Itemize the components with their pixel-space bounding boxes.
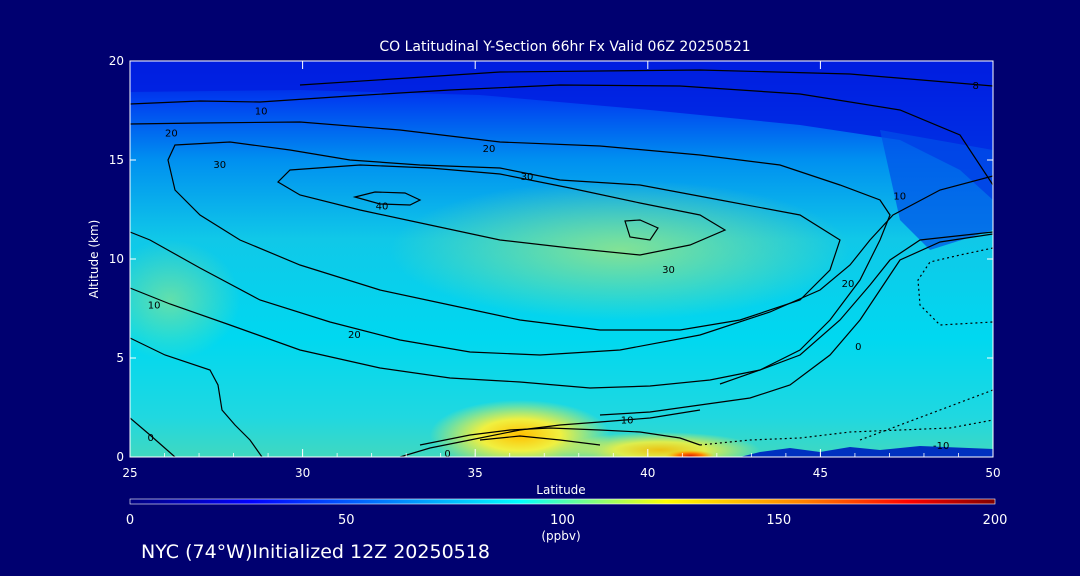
contour-label: 0 (148, 433, 154, 444)
contour-label: 8 (973, 81, 979, 92)
y-axis: 0 5 10 15 20 (109, 54, 993, 464)
contour-40 (352, 191, 422, 206)
contour-label: 10 (255, 107, 268, 118)
low-co-region-right (880, 130, 993, 250)
colorbar-ramp (129, 498, 996, 505)
contour-label: 40 (376, 202, 389, 213)
y-tick-label: 5 (116, 351, 124, 365)
colorbar: 0 50 100 150 200 (ppbv) (126, 498, 1008, 543)
contour-label: 20 (842, 279, 855, 290)
contour-0-mid (399, 409, 701, 457)
contour-0-left (130, 337, 263, 457)
contour-0-lower-left (130, 417, 176, 457)
surface-peak-co (665, 450, 715, 457)
contour-label: 20 (165, 128, 178, 139)
y-tick-label: 0 (116, 450, 124, 464)
colorbar-unit-label: (ppbv) (541, 529, 580, 543)
contour-neg-lower-dotted (859, 389, 993, 441)
contour-label: 30 (662, 265, 675, 276)
contour-label: -10 (933, 441, 949, 452)
x-tick-label: 25 (122, 466, 137, 480)
contour-labels: 10 20 20 30 30 40 30 20 10 20 0 10 0 0 -10 8 10 (148, 81, 979, 460)
y-tick-label: 20 (109, 54, 124, 68)
x-axis-label: Latitude (536, 483, 585, 497)
y-tick-label: 15 (109, 153, 124, 167)
contour-10-lower (130, 231, 993, 389)
contour-10-surface (599, 233, 993, 416)
x-tick-label: 35 (468, 466, 483, 480)
contour-neg10-dotted (699, 419, 993, 446)
contour-surface-bump (479, 435, 601, 446)
colorbar-tick-label: 200 (983, 513, 1008, 528)
contour-8 (299, 69, 993, 87)
y-axis-label: Altitude (km) (87, 220, 101, 299)
surface-high-co (430, 400, 610, 457)
x-tick-label: 30 (295, 466, 310, 480)
colorbar-tick-label: 0 (126, 513, 134, 528)
contour-label: 10 (621, 415, 634, 426)
contour-30-inner (277, 164, 727, 256)
contour-0-surface (419, 427, 701, 446)
colorbar-ticks: 0 50 100 150 200 (126, 513, 1008, 528)
contour-10-upper (130, 84, 993, 186)
colorbar-tick-label: 150 (766, 513, 791, 528)
contour-label: 0 (444, 449, 450, 460)
colorbar-tick-label: 100 (550, 513, 575, 528)
contour-40-east (624, 219, 659, 241)
contour-neg-right-dotted (917, 247, 993, 326)
mid-level-plume (390, 180, 850, 320)
contour-20-upper (130, 121, 891, 385)
mid-level-plume-west (130, 240, 240, 360)
contour-label: 20 (483, 144, 496, 155)
contour-label: 30 (213, 160, 226, 171)
contour-label: 0 (855, 342, 861, 353)
contour-label: 30 (521, 172, 534, 183)
contour-30-outer (167, 141, 841, 331)
contour-label: 20 (348, 330, 361, 341)
low-co-region-upper (130, 61, 993, 200)
x-tick-label: 50 (985, 466, 1000, 480)
x-axis: 25 30 35 40 45 50 (122, 61, 1001, 480)
x-tick-label: 40 (640, 466, 655, 480)
contour-lines (130, 69, 993, 457)
contour-label: 10 (148, 301, 161, 312)
surface-high-co-east (560, 432, 760, 457)
footer-station-info: NYC (74°W)Initialized 12Z 20250518 (141, 541, 490, 563)
colorbar-tick-label: 50 (338, 513, 355, 528)
contour-label: 10 (893, 192, 906, 203)
terrain-mask (740, 446, 993, 457)
x-tick-label: 45 (813, 466, 828, 480)
plot-area (130, 61, 993, 457)
y-tick-label: 10 (109, 252, 124, 266)
chart-title: CO Latitudinal Y-Section 66hr Fx Valid 0… (379, 39, 750, 55)
contour-20-lower (130, 175, 993, 356)
